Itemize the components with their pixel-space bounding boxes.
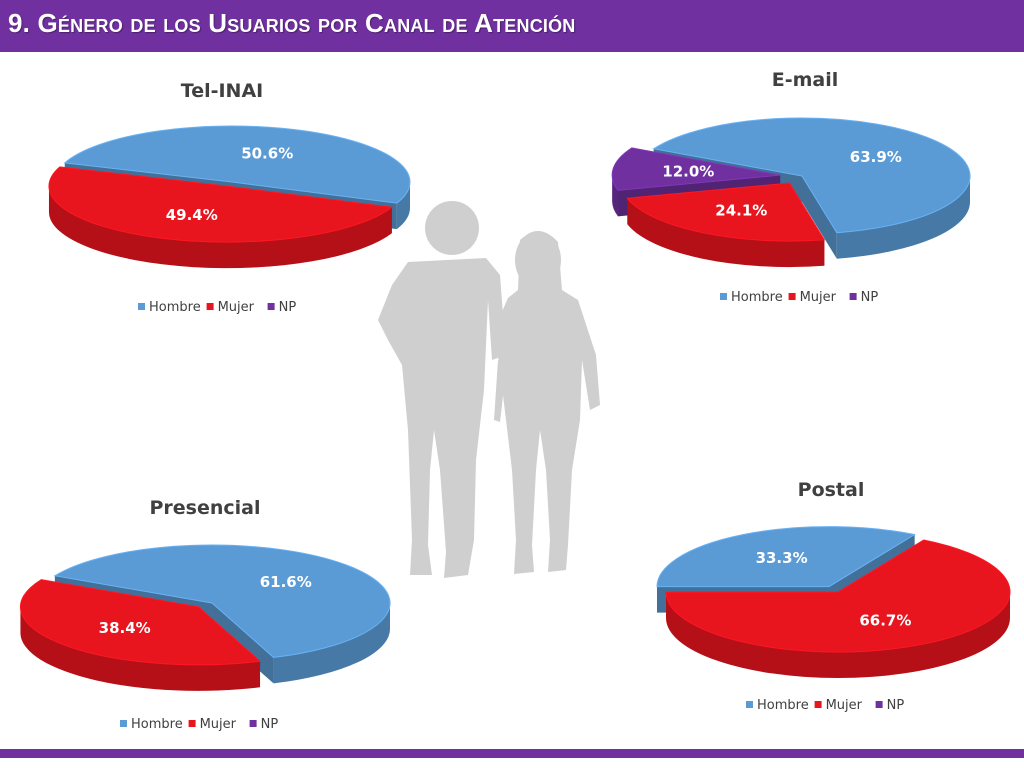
chart-legend: Hombre Mujer NP (138, 300, 296, 315)
legend-item-np: NP (861, 290, 879, 305)
legend-item-mujer: Mujer (218, 300, 255, 315)
data-label-mujer: 49.4% (166, 206, 218, 224)
data-label-hombre: 61.6% (260, 573, 312, 591)
legend-item-hombre: Hombre (149, 300, 201, 315)
legend-item-mujer: Mujer (200, 717, 237, 732)
pie-chart-2: 63.9% 24.1% 12.0% E-mail Hombre Mujer NP (611, 69, 971, 305)
pie-slice-mujer (626, 182, 826, 268)
legend-swatch-np (875, 701, 883, 708)
data-label-hombre: 33.3% (756, 549, 808, 567)
legend-swatch-hombre (138, 303, 145, 310)
chart-legend: Hombre Mujer NP (746, 698, 904, 713)
legend-item-np: NP (279, 300, 297, 315)
legend-swatch-np (849, 293, 857, 300)
page-title: 9. Género de los Usuarios por Canal de A… (8, 8, 576, 38)
legend-swatch-mujer (206, 303, 214, 310)
data-label-mujer: 24.1% (715, 201, 767, 219)
pie-slice-mujer (48, 166, 394, 269)
legend-swatch-mujer (188, 720, 196, 727)
legend-item-hombre: Hombre (757, 698, 809, 713)
data-label-hombre: 50.6% (241, 144, 293, 162)
header-bar: 9. Género de los Usuarios por Canal de A… (0, 0, 1024, 52)
chart-title: Tel-INAI (181, 80, 263, 102)
pie-slice-mujer (665, 539, 1011, 678)
legend-item-np: NP (887, 698, 905, 713)
chart-legend: Hombre Mujer NP (720, 290, 878, 305)
legend-swatch-hombre (720, 293, 727, 300)
legend-swatch-np (249, 720, 257, 727)
chart-title: Presencial (149, 497, 260, 519)
legend-swatch-mujer (814, 701, 822, 708)
legend-swatch-hombre (120, 720, 127, 727)
legend-item-mujer: Mujer (826, 698, 863, 713)
legend-item-mujer: Mujer (800, 290, 837, 305)
legend-swatch-hombre (746, 701, 753, 708)
chart-legend: Hombre Mujer NP (120, 717, 278, 732)
couple-walking-silhouette-icon (378, 201, 600, 578)
pie-chart-1: 50.6% 49.4% Tel-INAI Hombre Mujer NP (48, 80, 411, 315)
pie-chart-4: 33.3% 66.7% Postal Hombre Mujer NP (656, 479, 1011, 713)
legend-item-hombre: Hombre (731, 290, 783, 305)
chart-title: E-mail (772, 69, 839, 91)
legend-swatch-mujer (788, 293, 796, 300)
chart-title: Postal (798, 479, 865, 501)
pie-slice-mujer (19, 579, 262, 691)
legend-swatch-np (267, 303, 275, 310)
data-label-mujer: 38.4% (99, 619, 151, 637)
legend-item-hombre: Hombre (131, 717, 183, 732)
pie-chart-3: 61.6% 38.4% Presencial Hombre Mujer NP (19, 497, 391, 732)
data-label-hombre: 63.9% (850, 148, 902, 166)
footer-bar (0, 749, 1024, 758)
data-label-np: 12.0% (662, 163, 714, 181)
legend-item-np: NP (261, 717, 279, 732)
data-label-mujer: 66.7% (859, 612, 911, 630)
